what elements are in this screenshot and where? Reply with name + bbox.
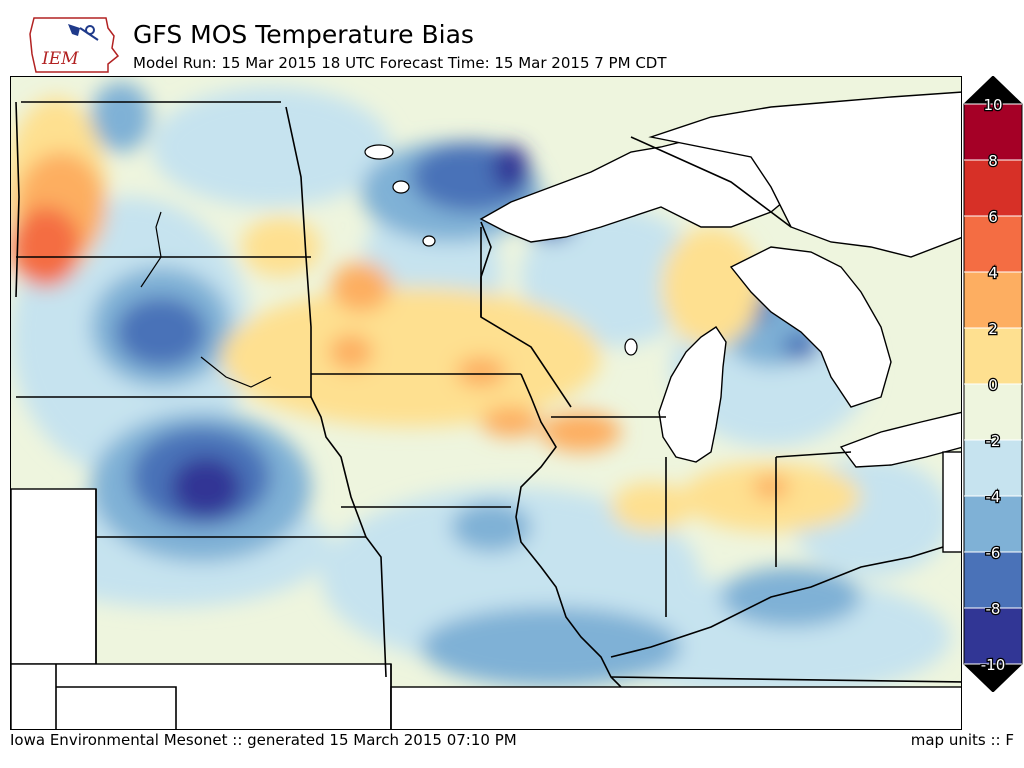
colorbar-under-arrow xyxy=(964,664,1022,692)
colorbar-bin xyxy=(964,608,1022,664)
colorbar-tick-label: 2 xyxy=(988,320,998,338)
colorbar-bin xyxy=(964,552,1022,608)
colorbar-tick-label: 0 xyxy=(988,376,998,394)
outside-domain-sw2 xyxy=(11,663,392,729)
colorbar-bin xyxy=(964,272,1022,328)
bias-contours xyxy=(11,82,951,697)
lake-erie xyxy=(839,411,961,468)
colorbar-bin xyxy=(964,440,1022,496)
colorbar-tick-label: -6 xyxy=(986,544,1001,562)
colorbar-bin xyxy=(964,216,1022,272)
map-subtitle: Model Run: 15 Mar 2015 18 UTC Forecast T… xyxy=(133,54,667,72)
colorbar-bin xyxy=(964,384,1022,440)
red-river xyxy=(15,101,20,298)
colorbar-bin xyxy=(964,328,1022,384)
colorbar-tick-label: 8 xyxy=(988,152,998,170)
lake-michigan xyxy=(658,326,727,463)
small-features xyxy=(140,144,638,388)
outside-domain-sw xyxy=(11,488,97,665)
colorbar-over-arrow xyxy=(964,76,1022,104)
map-canvas xyxy=(11,77,961,729)
oh-river xyxy=(610,546,944,658)
colorbar-bin xyxy=(964,104,1022,160)
colorbar-tick-label: 10 xyxy=(983,96,1002,114)
colorbar-tick-label: -10 xyxy=(981,656,1006,674)
logo-text: IEM xyxy=(41,49,79,69)
colorbar-tick-label: -2 xyxy=(986,432,1001,450)
missouri-river xyxy=(310,396,387,678)
mn-west-border xyxy=(285,106,312,397)
lake-huron xyxy=(729,246,892,408)
iem-logo: IEM xyxy=(28,14,120,76)
bias-map xyxy=(10,76,962,730)
map-units: map units :: F xyxy=(910,731,1014,749)
footer-credit: Iowa Environmental Mesonet :: generated … xyxy=(10,731,517,749)
colorbar-bin xyxy=(964,160,1022,216)
colorbar-tick-label: 6 xyxy=(988,208,998,226)
mi-oh-border xyxy=(775,451,852,458)
colorbar: 10 8 6 4 2 0 -2 -4 -6 -8 -10 xyxy=(962,75,1024,693)
ky-tn-border xyxy=(610,676,961,683)
water-bodies xyxy=(11,91,961,729)
mississippi-river xyxy=(515,373,622,688)
outside-domain-s xyxy=(390,686,961,729)
ontario-region xyxy=(648,91,961,258)
sw-corner xyxy=(55,664,177,729)
colorbar-tick-label: -8 xyxy=(986,600,1001,618)
colorbar-tick-label: 4 xyxy=(988,264,998,282)
colorbar-tick-label: -4 xyxy=(986,488,1001,506)
colorbar-bin xyxy=(964,496,1022,552)
mi-upper-line xyxy=(630,136,792,228)
state-boundaries xyxy=(15,101,961,729)
map-title: GFS MOS Temperature Bias xyxy=(133,20,474,49)
outside-domain-e xyxy=(942,451,961,553)
